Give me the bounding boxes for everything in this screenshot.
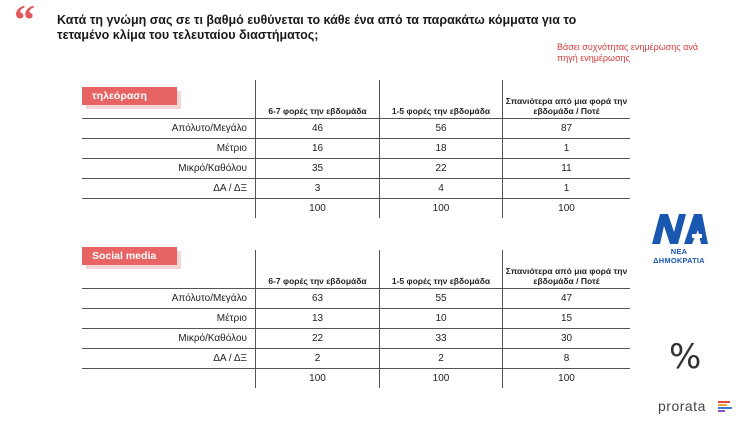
cell-value: 13 — [255, 308, 380, 329]
total-value: 100 — [379, 368, 503, 388]
row-label: Απόλυτο/Μεγάλο — [82, 288, 256, 309]
column-header: 1-5 φορές την εβδομάδα — [379, 80, 503, 119]
total-row: 100 100 100 — [82, 368, 630, 388]
row-label: Μέτριο — [82, 138, 256, 159]
cell-value: 1 — [502, 138, 630, 159]
cell-value: 10 — [379, 308, 503, 329]
cell-value: 55 — [379, 288, 503, 309]
cell-value: 11 — [502, 158, 630, 179]
table-social-media: 6-7 φορές την εβδομάδα 1-5 φορές την εβδ… — [82, 250, 630, 388]
column-header: Σπανιότερα από μια φορά την εβδομάδα / Π… — [502, 250, 630, 289]
nd-logo-label: ΝΕΑ ΔΗΜΟΚΡΑΤΙΑ — [653, 247, 705, 265]
cell-value: 56 — [379, 118, 503, 139]
nd-logo-icon — [652, 214, 708, 244]
total-value: 100 — [379, 198, 503, 218]
cell-value: 2 — [255, 348, 380, 369]
total-value: 100 — [255, 368, 380, 388]
cell-value: 63 — [255, 288, 380, 309]
nd-logo: ΝΕΑ ΔΗΜΟΚΡΑΤΙΑ — [648, 210, 710, 265]
cell-value: 8 — [502, 348, 630, 369]
cell-value: 3 — [255, 178, 380, 199]
table-row: Μικρό/Καθόλου 35 22 11 — [82, 158, 630, 179]
row-label: ΔΑ / ΔΞ — [82, 348, 256, 369]
cell-value: 1 — [502, 178, 630, 199]
prorata-logo: prorata — [658, 398, 706, 414]
cell-value: 22 — [379, 158, 503, 179]
row-label: Μέτριο — [82, 308, 256, 329]
cell-value: 18 — [379, 138, 503, 159]
table-row: Μέτριο 16 18 1 — [82, 138, 630, 159]
table-row: ΔΑ / ΔΞ 2 2 8 — [82, 348, 630, 369]
row-label: ΔΑ / ΔΞ — [82, 178, 256, 199]
row-label: Απόλυτο/Μεγάλο — [82, 118, 256, 139]
column-header: 6-7 φορές την εβδομάδα — [255, 250, 380, 289]
prorata-bars-icon — [718, 401, 734, 413]
cell-value: 16 — [255, 138, 380, 159]
column-header: 6-7 φορές την εβδομάδα — [255, 80, 380, 119]
cell-value: 87 — [502, 118, 630, 139]
table-row: Μικρό/Καθόλου 22 33 30 — [82, 328, 630, 349]
base-note: Βάσει συχνότητας ενημέρωσης ανά πηγή ενη… — [557, 42, 699, 63]
row-label: Μικρό/Καθόλου — [82, 328, 256, 349]
total-row: 100 100 100 — [82, 198, 630, 218]
cell-value: 46 — [255, 118, 380, 139]
percent-mark-icon: % — [669, 337, 702, 377]
table-tv: 6-7 φορές την εβδομάδα 1-5 φορές την εβδ… — [82, 80, 630, 218]
cell-value: 2 — [379, 348, 503, 369]
cell-value: 22 — [255, 328, 380, 349]
total-value: 100 — [502, 368, 630, 388]
table-row: Απόλυτο/Μεγάλο 63 55 47 — [82, 288, 630, 309]
column-header: 1-5 φορές την εβδομάδα — [379, 250, 503, 289]
cell-value: 15 — [502, 308, 630, 329]
cell-value: 35 — [255, 158, 380, 179]
cell-value: 4 — [379, 178, 503, 199]
row-label: Μικρό/Καθόλου — [82, 158, 256, 179]
cell-value: 47 — [502, 288, 630, 309]
cell-value: 30 — [502, 328, 630, 349]
column-header: Σπανιότερα από μια φορά την εβδομάδα / Π… — [502, 80, 630, 119]
table-row: Μέτριο 13 10 15 — [82, 308, 630, 329]
total-value: 100 — [502, 198, 630, 218]
table-row: Απόλυτο/Μεγάλο 46 56 87 — [82, 118, 630, 139]
cell-value: 33 — [379, 328, 503, 349]
question-title: Κατά τη γνώμη σας σε τι βαθμό ευθύνεται … — [57, 13, 577, 42]
total-value: 100 — [255, 198, 380, 218]
quote-mark-icon: “ — [14, 0, 35, 44]
table-row: ΔΑ / ΔΞ 3 4 1 — [82, 178, 630, 199]
